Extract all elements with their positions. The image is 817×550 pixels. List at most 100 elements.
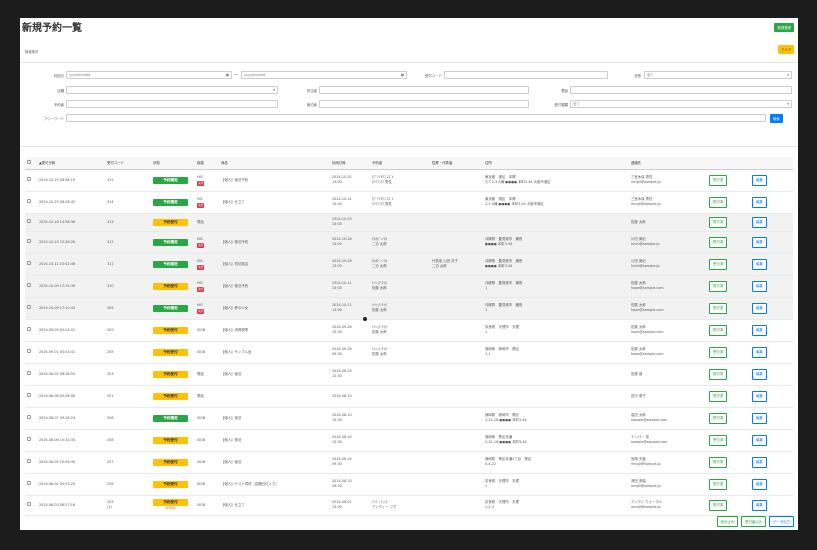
row-checkbox[interactable] [27, 327, 31, 331]
route-cell: HIS 決済 [195, 169, 219, 192]
edit-button[interactable]: 編集 [752, 196, 767, 208]
received-button[interactable]: 受付済 [709, 280, 728, 292]
edit-button[interactable]: 編集 [752, 216, 767, 228]
new-reservation-button[interactable]: 新規登録 [774, 23, 794, 32]
edit-button[interactable]: 編集 [752, 368, 767, 380]
received-button[interactable]: 受付済 [709, 236, 728, 248]
row-checkbox[interactable] [27, 349, 31, 353]
clear-button[interactable]: クリア [777, 45, 794, 54]
guest-input[interactable] [319, 100, 529, 108]
reception-code: 209 [107, 327, 114, 332]
export-button[interactable]: データ出力 [769, 516, 794, 527]
row-checkbox[interactable] [27, 305, 31, 309]
received-button[interactable]: 受付済 [709, 499, 728, 511]
row-checkbox[interactable] [27, 199, 31, 203]
person-input[interactable] [319, 86, 529, 94]
table-row[interactable]: 2024-08-02 08:28:55 203 予約受付 電話 【個人】宿泊 2024-0… [25, 363, 793, 386]
use-datetime-cell: 2024-08-29 12:30 [330, 363, 370, 386]
row-checkbox[interactable] [27, 502, 31, 506]
contact-cell: 佐藤 健 [629, 363, 707, 386]
edit-button[interactable]: 編集 [752, 258, 767, 270]
received-button[interactable]: 受付済 [709, 324, 728, 336]
row-checkbox-cell [25, 341, 37, 364]
table-row[interactable]: 2024-10-09 17:19:39 310 予約受付 HIS 決済 【個人】宿泊予約 2… [25, 275, 793, 298]
row-checkbox[interactable] [27, 261, 31, 265]
row-checkbox[interactable] [27, 219, 31, 223]
row-checkbox[interactable] [27, 283, 31, 287]
table-row[interactable]: 2024-10-09 17:10:43 309 予約確定 HIS 決済 【個人】夢の少女 2… [25, 297, 793, 320]
use-date: 2024-09-26 [332, 347, 352, 351]
edit-button[interactable]: 編集 [752, 390, 767, 402]
received-button[interactable]: 受付済 [709, 196, 728, 208]
received-button[interactable]: 受付済 [709, 346, 728, 358]
edit-button[interactable]: 編集 [752, 456, 767, 468]
reception-code-cell: 209 [105, 319, 151, 342]
edit-button[interactable]: 編集 [752, 434, 767, 446]
row-checkbox[interactable] [27, 177, 31, 181]
date-to-input[interactable]: yyyy/mm/dd ▦ [241, 71, 407, 79]
store-select[interactable]: ▾ [66, 86, 278, 94]
table-row[interactable]: 2024-10-29 08:36:19 315 予約確定 HIS 決済 【個人】宿泊予約 2… [25, 169, 793, 192]
edit-button[interactable]: 編集 [752, 324, 767, 336]
edit-button[interactable]: 編集 [752, 412, 767, 424]
column-header[interactable]: ▲受付日時 [37, 157, 105, 170]
reception-import-button[interactable]: 受付番込み [741, 516, 767, 527]
route-badge: 決済 [197, 264, 205, 270]
select-all-checkbox[interactable] [27, 160, 31, 165]
table-row[interactable]: 2024-08-08 00:28:08 201 予約受付 電話 2024-08-10 田中… [25, 385, 793, 408]
received-button[interactable]: 受付済 [709, 434, 728, 446]
reception-code-input[interactable] [444, 71, 608, 79]
table-row[interactable]: 2024-08-03 08:27:16 205 (1) 予約受付 (仮予約) SIGB 【個… [25, 495, 793, 516]
table-row[interactable]: 2024-08-06 10:32:34 208 予約受付 SIGB 【個人】宿泊 2024… [25, 429, 793, 452]
received-button[interactable]: 受付済 [709, 456, 728, 468]
row-checkbox[interactable] [27, 437, 31, 441]
row-checkbox[interactable] [27, 459, 31, 463]
status-select[interactable]: 全て ▾ [644, 71, 792, 79]
reception-type-select[interactable]: 全て ▾ [570, 100, 792, 108]
edit-button[interactable]: 編集 [752, 346, 767, 358]
row-checkbox[interactable] [27, 239, 31, 243]
freeword-input[interactable] [66, 114, 766, 122]
received-button[interactable]: 受付済 [709, 478, 728, 490]
use-datetime-cell: 2024-09-26 15:30 [330, 319, 370, 342]
received-button[interactable]: 受付済 [709, 174, 728, 186]
route: SIGB [197, 437, 206, 442]
address-line-1: 東京都 港区 本郷 [485, 197, 516, 201]
import-button[interactable]: 読み込み [716, 516, 739, 527]
tel-input[interactable] [570, 86, 792, 94]
edit-button[interactable]: 編集 [752, 174, 767, 186]
table-row[interactable]: 2024-08-07 09:24:24 208 予約確定 SIGB 【個人】宿泊 2024… [25, 407, 793, 430]
reserver-kana: ｹﾝｼｮｳ ﾀｲｶﾞ [372, 281, 389, 285]
table-row[interactable]: 2024-08-02 00:53:29 206 予約受付 SIGB 【個人】ゲスト同伴（… [25, 473, 793, 496]
edit-button[interactable]: 編集 [752, 280, 767, 292]
received-button[interactable]: 受付済 [709, 302, 728, 314]
edit-button[interactable]: 編集 [752, 499, 767, 511]
search-button[interactable]: 検索 [770, 114, 783, 123]
table-row[interactable]: 2024-09-01 00:53:41 205 予約受付 SIGB 【個人】サンプル品 2… [25, 341, 793, 364]
address-line-2: 1-2-3 [485, 505, 494, 509]
received-button[interactable]: 受付済 [709, 412, 728, 424]
received-button[interactable]: 受付済 [709, 390, 728, 402]
row-checkbox[interactable] [27, 481, 31, 485]
edit-button[interactable]: 編集 [752, 478, 767, 490]
edit-button[interactable]: 編集 [752, 302, 767, 314]
row-checkbox[interactable] [27, 415, 31, 419]
reserver-cell [370, 451, 430, 474]
row-checkbox[interactable] [27, 371, 31, 375]
edit-button[interactable]: 編集 [752, 236, 767, 248]
table-row[interactable]: 2024-08-05 10:05:49 207 予約受付 SIGB 【個人】宿泊 2024… [25, 451, 793, 474]
route-cell: SIGB [195, 407, 219, 430]
table-row[interactable]: 2024-10-11 10:52:46 311 予約確定 HIS 決済 【個人】貸切風呂 2… [25, 253, 793, 276]
row-checkbox[interactable] [27, 393, 31, 397]
reserver-input[interactable] [66, 100, 278, 108]
table-row[interactable]: 2024-10-16 14:58:36 313 予約受付 電話 2024-10-29 13… [25, 213, 793, 232]
table-row[interactable]: 2024-10-15 10:28:26 312 予約確定 HIS 決済 【個人】宿泊予約 2… [25, 231, 793, 254]
date-from-input[interactable]: yyyy/mm/dd ▦ [66, 71, 232, 79]
contact-email: mng0@sample.jp [631, 484, 661, 488]
table-row[interactable]: 2024-10-29 08:28:45 314 予約確定 HIS 決済 【個人】仕立て 20… [25, 191, 793, 214]
received-button[interactable]: 受付済 [709, 258, 728, 270]
table-row[interactable]: 2024-09-09 00:03:52 209 予約受付 SIGB 【個人】消費税率 20… [25, 319, 793, 342]
received-button[interactable]: 受付済 [709, 216, 728, 228]
received-button-cell: 受付済 [707, 191, 750, 214]
received-button[interactable]: 受付済 [709, 368, 728, 380]
